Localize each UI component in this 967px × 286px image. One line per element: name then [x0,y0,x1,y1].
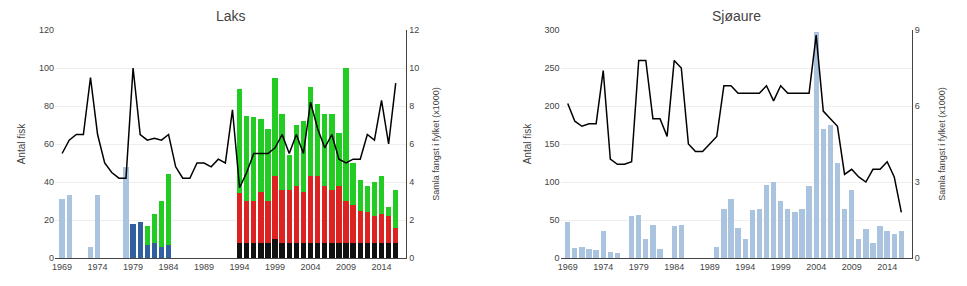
svg-text:1974: 1974 [593,262,613,272]
svg-text:0: 0 [555,253,560,263]
svg-text:1989: 1989 [194,262,214,272]
svg-text:1994: 1994 [735,262,755,272]
svg-text:Sjøaure: Sjøaure [712,8,761,24]
svg-text:1969: 1969 [52,262,72,272]
svg-text:6: 6 [915,101,920,111]
svg-text:2014: 2014 [372,262,392,272]
svg-text:80: 80 [44,101,54,111]
svg-text:40: 40 [44,177,54,187]
svg-text:Laks: Laks [216,8,246,24]
svg-text:1979: 1979 [629,262,649,272]
svg-text:120: 120 [39,25,54,35]
svg-text:8: 8 [409,101,414,111]
svg-text:20: 20 [44,215,54,225]
svg-text:1989: 1989 [700,262,720,272]
svg-text:Antal fisk: Antal fisk [522,123,533,165]
svg-text:250: 250 [545,63,560,73]
svg-text:1969: 1969 [558,262,578,272]
svg-text:1994: 1994 [230,262,250,272]
svg-text:60: 60 [44,139,54,149]
svg-text:2009: 2009 [842,262,862,272]
svg-text:2: 2 [409,215,414,225]
svg-text:10: 10 [409,63,419,73]
svg-text:50: 50 [550,215,560,225]
svg-text:Samla fangst i fylket (x1000): Samla fangst i fylket (x1000) [431,87,441,201]
svg-text:12: 12 [409,25,419,35]
svg-text:150: 150 [545,139,560,149]
svg-text:2004: 2004 [301,262,321,272]
svg-text:4: 4 [409,177,414,187]
svg-text:1984: 1984 [159,262,179,272]
svg-text:1979: 1979 [123,262,143,272]
svg-text:6: 6 [409,139,414,149]
svg-text:Samla fangst i fylket (x1000): Samla fangst i fylket (x1000) [937,87,947,201]
svg-text:100: 100 [545,177,560,187]
svg-text:200: 200 [545,101,560,111]
svg-text:300: 300 [545,25,560,35]
svg-text:2004: 2004 [806,262,826,272]
svg-text:1999: 1999 [265,262,285,272]
svg-text:Antal fisk: Antal fisk [16,123,27,165]
svg-text:0: 0 [915,253,920,263]
svg-text:1974: 1974 [88,262,108,272]
svg-text:2009: 2009 [336,262,356,272]
svg-text:3: 3 [915,177,920,187]
svg-text:100: 100 [39,63,54,73]
svg-text:9: 9 [915,25,920,35]
svg-text:0: 0 [409,253,414,263]
svg-text:1999: 1999 [771,262,791,272]
svg-text:2014: 2014 [877,262,897,272]
svg-text:1984: 1984 [664,262,684,272]
svg-text:0: 0 [49,253,54,263]
